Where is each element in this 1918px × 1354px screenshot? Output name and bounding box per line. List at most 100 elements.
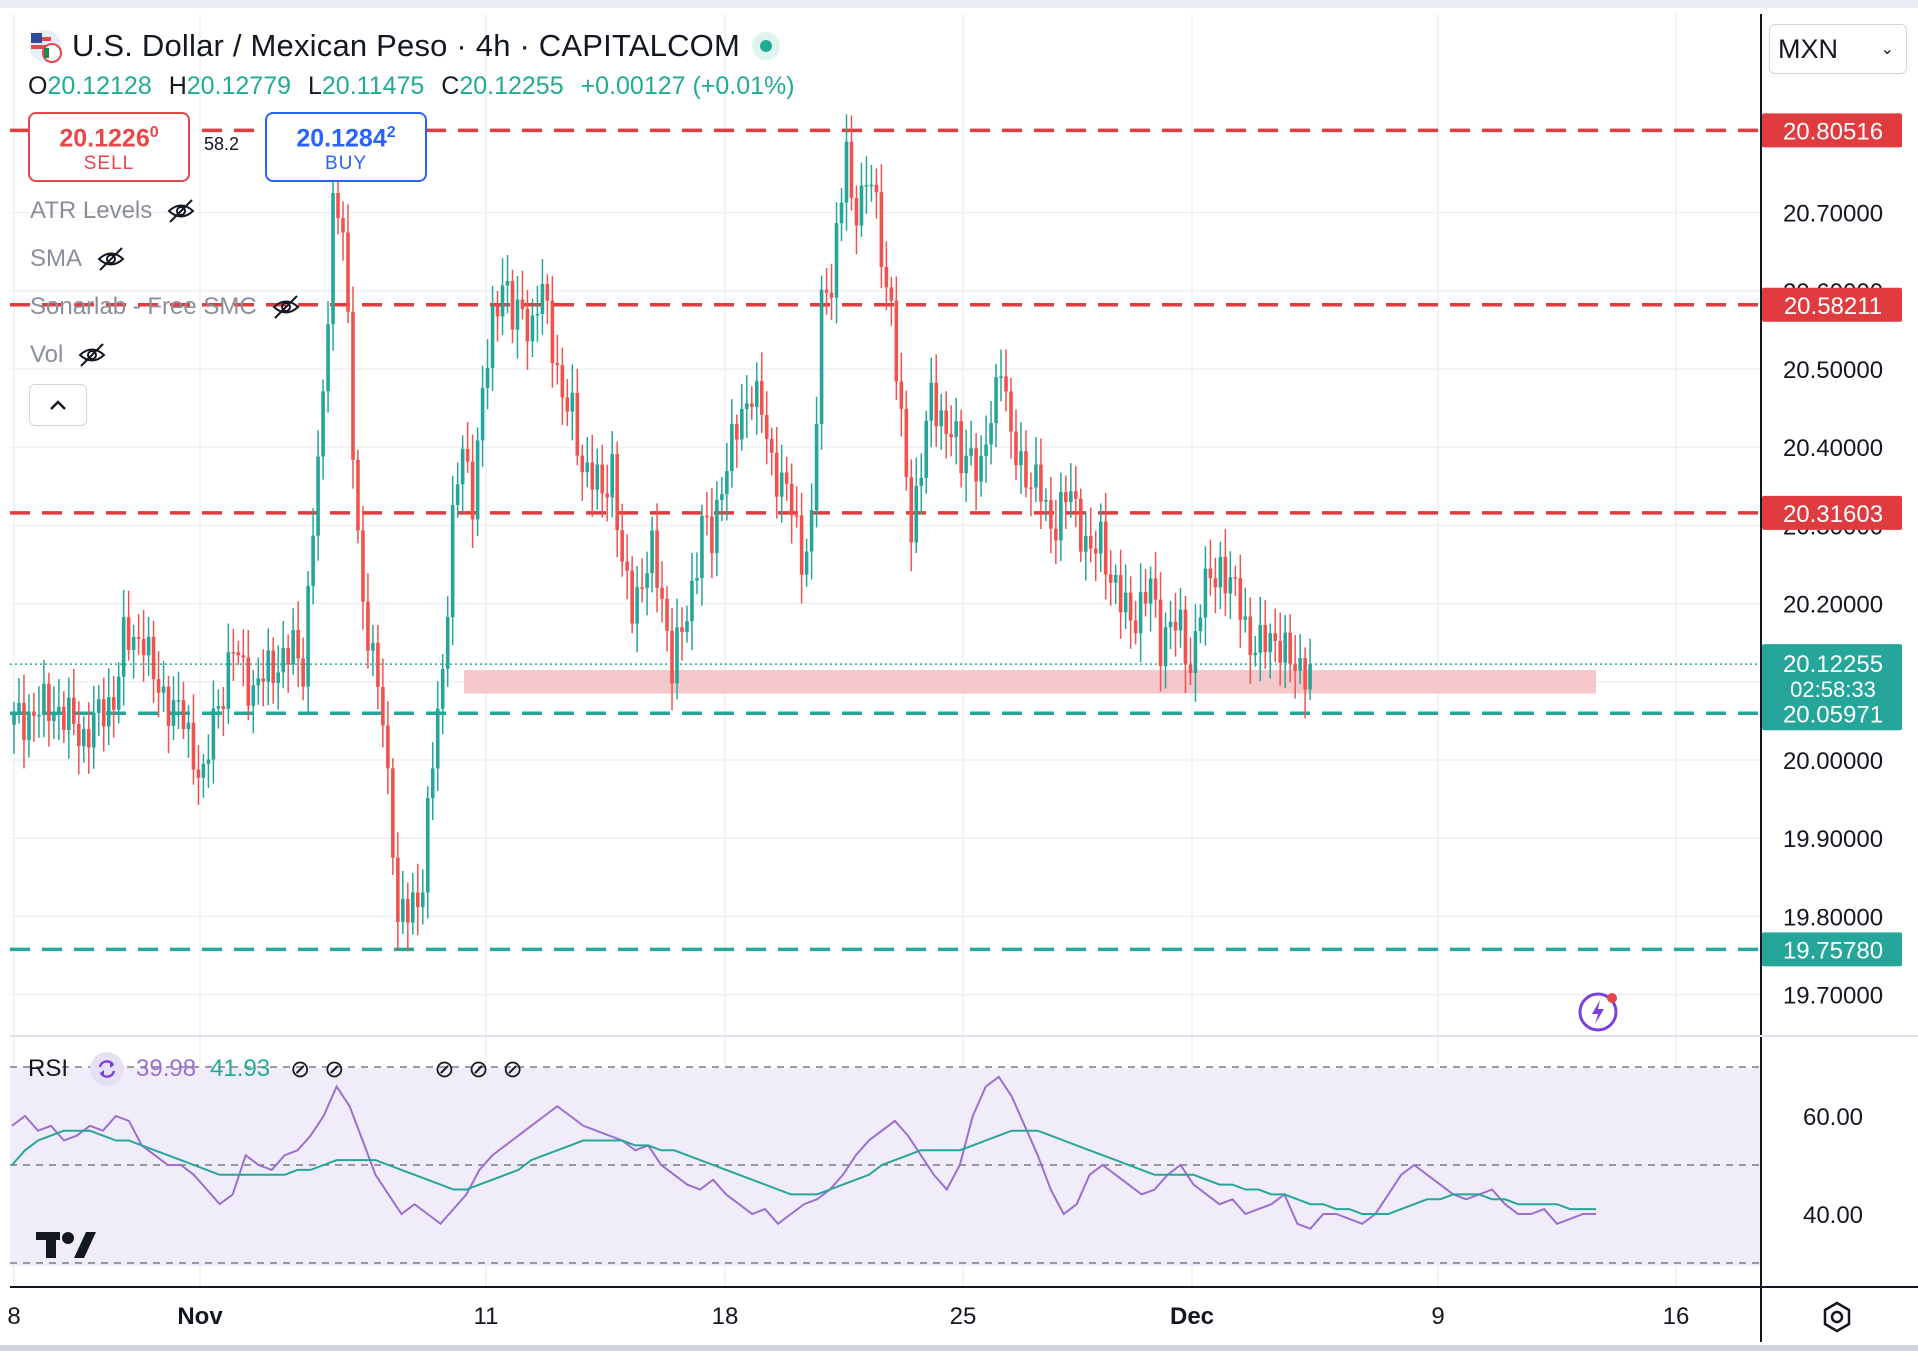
candle-body [949, 433, 953, 437]
candle-body [565, 397, 570, 412]
time-tick: 8 [7, 1303, 20, 1330]
candle-body [460, 449, 465, 485]
candle-body [191, 722, 196, 770]
candle-body [545, 283, 550, 301]
hidden-eye-icon[interactable] [271, 294, 301, 320]
symbol-title[interactable]: U.S. Dollar / Mexican Peso · 4h · CAPITA… [72, 28, 741, 63]
spread-value: 58.2 [204, 134, 240, 154]
settings-icon[interactable] [1820, 1300, 1854, 1334]
candle-body [705, 515, 709, 518]
candle-body [1078, 498, 1083, 552]
price-tick: 19.80000 [1783, 904, 1883, 931]
candle-body [834, 223, 839, 298]
candle-body [396, 857, 400, 922]
candle-body [62, 706, 66, 730]
candle-body [1133, 620, 1138, 634]
candle-body [226, 652, 231, 709]
candle-body [1308, 664, 1312, 690]
candle-body [1019, 451, 1023, 466]
level-label-bg [1762, 696, 1902, 731]
indicator-sma[interactable]: SMA [30, 245, 126, 273]
na-icon: ⊘ [468, 1055, 489, 1083]
candle-body [116, 676, 121, 710]
lightning-icon[interactable] [1578, 990, 1622, 1034]
candle-body [769, 438, 774, 453]
candle-body [1088, 535, 1093, 549]
buy-button[interactable]: 20.12842 BUY [265, 112, 427, 182]
candle-body [146, 636, 151, 656]
hidden-eye-icon[interactable] [96, 246, 126, 272]
candle-body [131, 636, 136, 650]
candle-body [72, 697, 76, 724]
indicator-vol[interactable]: Vol [30, 341, 107, 369]
candle-body [42, 683, 46, 715]
candle-body [625, 561, 629, 571]
indicator-atr-levels[interactable]: ATR Levels [30, 197, 196, 225]
refresh-icon[interactable] [90, 1052, 125, 1086]
candle-body [391, 768, 395, 858]
level-label: 19.75780 [1783, 937, 1883, 964]
candle-body [939, 410, 944, 427]
candle-body [435, 708, 440, 769]
candle-body [321, 391, 325, 457]
candle-body [829, 292, 834, 298]
chart-header: U.S. Dollar / Mexican Peso · 4h · CAPITA… [28, 26, 773, 66]
buy-price-pip: 2 [386, 124, 396, 142]
candle-body [77, 723, 81, 747]
level-label-bg [1762, 932, 1902, 967]
ohlc-readout: O20.12128 H20.12779 L20.11475 C20.12255 … [28, 72, 805, 101]
candle-body [136, 636, 141, 639]
time-tick: 16 [1663, 1303, 1690, 1330]
candle-body [655, 530, 659, 588]
price-levels [10, 128, 1760, 952]
candle-body [221, 706, 226, 709]
high-value: 20.12779 [186, 72, 292, 100]
candle-body [1123, 592, 1128, 613]
currency-select[interactable]: MXN ⌄ [1769, 24, 1907, 74]
candle-body [1009, 391, 1013, 432]
hidden-eye-icon[interactable] [77, 342, 107, 368]
candle-body [809, 510, 814, 552]
candle-body [1233, 577, 1238, 579]
candle-body [1178, 609, 1183, 631]
candle-body [12, 711, 16, 725]
candle-body [650, 530, 654, 574]
candle-body [276, 672, 281, 684]
candle-body [794, 515, 799, 517]
candle-body [52, 712, 56, 722]
candle-body [415, 892, 420, 908]
candle-body [336, 193, 340, 218]
candle-body [1238, 578, 1243, 620]
candle-body [590, 462, 595, 490]
candle-body [740, 408, 744, 440]
candle-body [784, 472, 789, 484]
sell-button[interactable]: 20.12260 SELL [28, 112, 190, 182]
candle-body [17, 702, 21, 712]
low-value: 20.11475 [321, 72, 425, 100]
candle-body [1253, 652, 1258, 656]
candle-body [994, 377, 998, 424]
candle-body [919, 477, 924, 486]
candle-body [281, 647, 285, 673]
collapse-indicators-button[interactable] [29, 384, 87, 426]
candle-body [231, 652, 236, 654]
candle-body [799, 515, 804, 575]
candle-body [485, 367, 490, 388]
support-zone [464, 670, 1596, 694]
candle-body [1173, 621, 1178, 631]
candle-body [480, 387, 485, 441]
candle-body [475, 440, 480, 520]
candle-body [1093, 548, 1098, 554]
level-label-bg [1762, 287, 1902, 322]
time-tick: 11 [474, 1303, 499, 1330]
candle-body [685, 621, 689, 633]
candle-body [86, 728, 91, 748]
candle-body [1108, 574, 1113, 583]
indicator-sonarlab-smc[interactable]: Sonarlab - Free SMC [30, 293, 301, 321]
candle-body [1278, 640, 1282, 663]
candle-body [381, 686, 385, 726]
hidden-eye-icon[interactable] [166, 198, 196, 224]
candle-body [141, 638, 146, 656]
